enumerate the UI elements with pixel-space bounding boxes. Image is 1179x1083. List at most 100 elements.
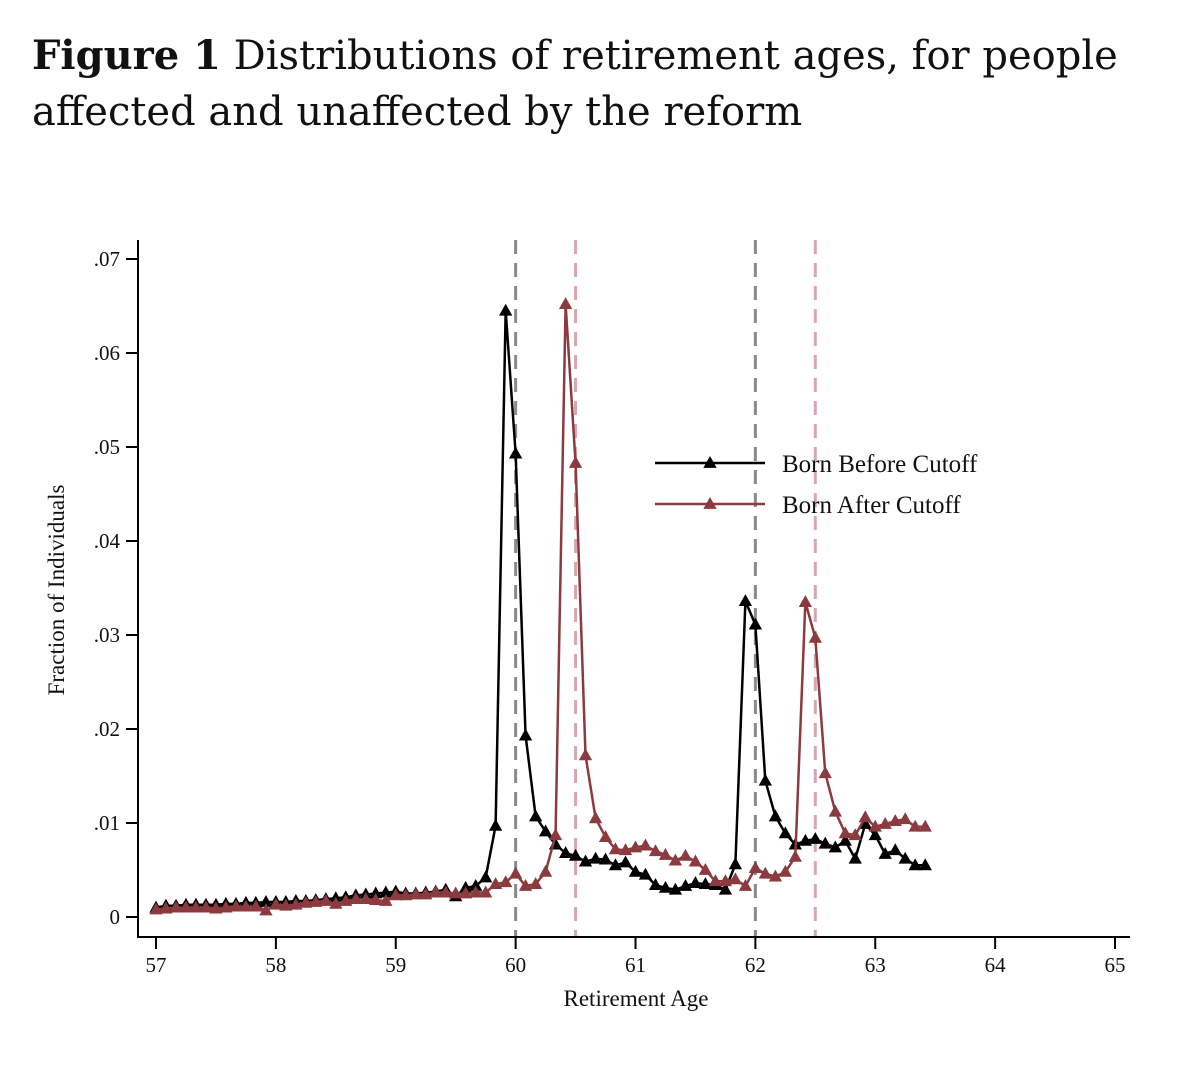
legend-label: Born After Cutoff bbox=[782, 492, 961, 519]
data-point bbox=[528, 877, 543, 889]
data-point bbox=[598, 852, 613, 865]
data-point bbox=[369, 886, 383, 899]
data-point bbox=[518, 728, 533, 741]
data-point bbox=[698, 863, 713, 875]
data-point bbox=[678, 848, 693, 861]
data-point bbox=[149, 902, 163, 915]
data-point bbox=[229, 899, 243, 912]
data-point bbox=[359, 892, 373, 905]
data-point bbox=[868, 819, 882, 832]
data-point bbox=[329, 896, 343, 909]
data-point bbox=[798, 595, 813, 607]
data-point bbox=[558, 846, 573, 858]
data-point bbox=[708, 874, 723, 887]
data-point bbox=[668, 882, 683, 895]
data-point bbox=[299, 895, 313, 908]
data-point bbox=[688, 876, 703, 889]
data-point bbox=[518, 878, 533, 891]
data-point bbox=[868, 828, 882, 841]
data-point bbox=[399, 888, 413, 901]
axes bbox=[137, 240, 1130, 938]
data-point bbox=[778, 826, 792, 839]
data-point bbox=[808, 630, 822, 643]
y-tick-label: .02 bbox=[94, 717, 120, 741]
data-point bbox=[778, 864, 792, 877]
data-point bbox=[918, 858, 932, 871]
data-point bbox=[458, 886, 473, 899]
data-point bbox=[179, 900, 193, 913]
data-point bbox=[578, 748, 593, 761]
data-point bbox=[538, 864, 553, 877]
data-point bbox=[538, 824, 553, 837]
data-point bbox=[588, 811, 603, 824]
data-point bbox=[838, 833, 852, 846]
data-point bbox=[469, 885, 483, 898]
data-point bbox=[828, 840, 842, 853]
data-point bbox=[618, 855, 633, 868]
data-point bbox=[488, 877, 503, 889]
y-tick-label: .03 bbox=[94, 623, 120, 647]
data-point bbox=[738, 594, 753, 607]
data-point bbox=[758, 866, 772, 879]
data-point bbox=[349, 892, 363, 905]
data-point bbox=[678, 878, 693, 891]
x-tick-label: 63 bbox=[865, 953, 886, 977]
data-point bbox=[309, 894, 323, 907]
x-tick-label: 62 bbox=[745, 953, 766, 977]
legend-item: Born After Cutoff bbox=[655, 492, 961, 519]
y-tick-label: .05 bbox=[94, 435, 120, 459]
y-tick-label: .06 bbox=[94, 341, 120, 365]
data-point bbox=[718, 882, 733, 895]
data-point bbox=[668, 853, 683, 866]
data-point bbox=[439, 885, 453, 898]
data-point bbox=[608, 842, 623, 855]
data-point bbox=[788, 849, 802, 862]
y-tick-label: .01 bbox=[94, 811, 120, 835]
figure-caption: Figure 1 Distributions of retirement age… bbox=[32, 28, 1162, 140]
data-point bbox=[638, 867, 653, 880]
data-point bbox=[469, 878, 483, 891]
data-point bbox=[189, 900, 203, 913]
data-point bbox=[878, 816, 892, 829]
data-point bbox=[758, 773, 772, 786]
data-point bbox=[319, 894, 333, 906]
data-point bbox=[249, 899, 263, 912]
data-point bbox=[499, 875, 513, 888]
data-point bbox=[728, 872, 743, 885]
data-point bbox=[379, 885, 393, 898]
data-point bbox=[578, 854, 593, 867]
data-point bbox=[608, 858, 623, 871]
data-point bbox=[658, 880, 673, 893]
y-tick-label: .07 bbox=[94, 247, 120, 271]
data-point bbox=[449, 886, 463, 899]
data-point bbox=[898, 812, 912, 825]
data-point bbox=[239, 899, 253, 912]
data-point bbox=[209, 901, 223, 914]
series-layer bbox=[149, 297, 932, 916]
data-point bbox=[558, 297, 573, 310]
y-ticks: 0 .01 .02 .03 .04 .05 .06 .07 bbox=[94, 247, 138, 929]
data-point bbox=[748, 617, 763, 630]
data-point bbox=[648, 844, 663, 857]
data-point bbox=[808, 831, 822, 844]
data-point bbox=[648, 878, 663, 890]
data-point bbox=[728, 857, 743, 870]
data-point bbox=[818, 766, 832, 779]
data-point bbox=[339, 894, 353, 906]
x-axis-title: Retirement Age bbox=[564, 986, 709, 1011]
data-point bbox=[658, 847, 673, 860]
data-point bbox=[718, 874, 733, 887]
data-point bbox=[429, 885, 443, 898]
data-point bbox=[748, 861, 763, 874]
data-point bbox=[219, 900, 233, 913]
data-point bbox=[698, 877, 713, 889]
data-point bbox=[269, 897, 283, 910]
data-point bbox=[838, 826, 852, 839]
data-point bbox=[638, 838, 653, 851]
data-point bbox=[199, 900, 213, 913]
legend-marker bbox=[703, 456, 717, 468]
data-point bbox=[508, 446, 523, 459]
data-point bbox=[908, 819, 922, 832]
data-point bbox=[508, 866, 523, 879]
figure-caption-text: Distributions of retirement ages, for pe… bbox=[32, 33, 1118, 135]
